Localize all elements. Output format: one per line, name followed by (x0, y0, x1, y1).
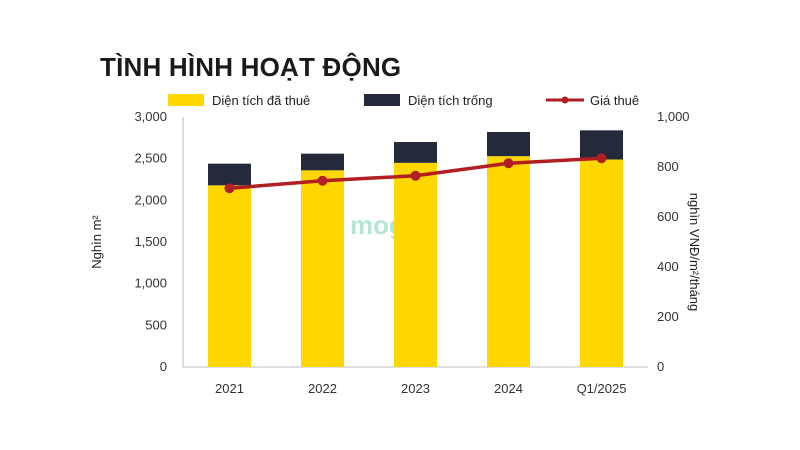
bar-leased (301, 170, 344, 367)
y-left-tick-label: 2,500 (134, 151, 167, 166)
x-tick-label: Q1/2025 (577, 381, 627, 396)
bar-vacant (487, 132, 530, 157)
y-left-tick-label: 2,000 (134, 192, 167, 207)
bar-vacant (394, 142, 437, 163)
bars (208, 130, 623, 367)
x-tick-label: 2022 (308, 381, 337, 396)
rent-point (410, 170, 421, 181)
y-right-axis-title: nghìn VNĐ/m²/tháng (687, 193, 702, 312)
legend-label-leased: Diện tích đã thuê (212, 93, 310, 108)
rent-point (317, 175, 328, 186)
y-left-tick-label: 500 (145, 317, 167, 332)
y-left-tick-label: 0 (160, 359, 167, 374)
legend-marker-rent (561, 96, 569, 104)
y-right-ticks: 0 200 400 600 800 1,000 (657, 109, 690, 374)
bar-leased (487, 156, 530, 367)
rent-point (224, 183, 235, 194)
legend-label-vacant: Diện tích trống (408, 93, 493, 108)
y-left-tick-label: 1,000 (134, 276, 167, 291)
legend-label-rent: Giá thuê (590, 93, 639, 108)
x-ticks: 2021 2022 2023 2024 Q1/2025 (215, 381, 626, 396)
x-tick-label: 2023 (401, 381, 430, 396)
x-tick-label: 2024 (494, 381, 523, 396)
rent-point (503, 158, 514, 169)
y-right-tick-label: 800 (657, 159, 679, 174)
bar-vacant (208, 163, 251, 186)
x-tick-label: 2021 (215, 381, 244, 396)
bar-leased (394, 162, 437, 367)
y-right-tick-label: 400 (657, 259, 679, 274)
bar-leased (580, 159, 623, 367)
legend: Diện tích đã thuê Diện tích trống Giá th… (168, 93, 639, 108)
legend-swatch-vacant (364, 94, 400, 106)
bar-leased (208, 185, 251, 367)
y-right-tick-label: 200 (657, 309, 679, 324)
y-left-tick-label: 3,000 (134, 109, 167, 124)
y-left-axis-title: Nghìn m² (89, 215, 104, 269)
y-right-tick-label: 1,000 (657, 109, 690, 124)
bar-vacant (301, 153, 344, 171)
rent-point (596, 153, 607, 164)
chart-title: TÌNH HÌNH HOẠT ĐỘNG (100, 52, 402, 82)
y-right-tick-label: 600 (657, 209, 679, 224)
y-right-tick-label: 0 (657, 359, 664, 374)
y-left-ticks: 0 500 1,000 1,500 2,000 2,500 3,000 (134, 109, 167, 374)
rent-line (224, 153, 607, 194)
y-left-tick-label: 1,500 (134, 234, 167, 249)
legend-swatch-leased (168, 94, 204, 106)
